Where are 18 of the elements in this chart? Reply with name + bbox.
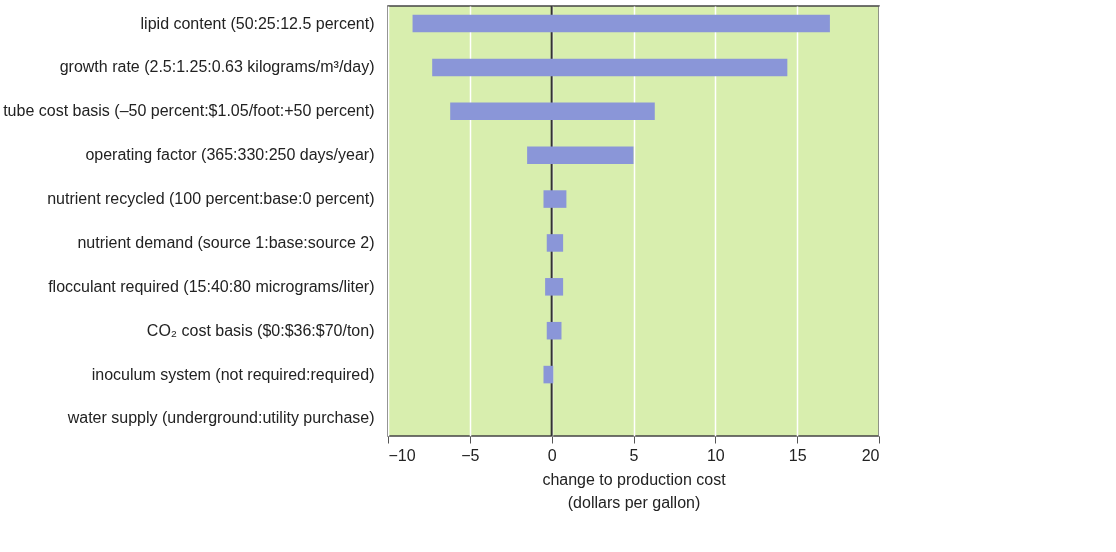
x-tick-label: −5 [461, 446, 480, 464]
y-tick-label: tube cost basis (–50 percent:$1.05/foot:+50 percent) [3, 102, 375, 120]
x-axis-title: change to production cost (dollars per gallon) [542, 470, 727, 511]
y-tick-label: lipid content (50:25:12.5 percent) [140, 14, 375, 32]
x-tick-label: 0 [547, 446, 557, 464]
x-tick-label: 15 [788, 446, 807, 464]
y-tick-label: flocculant required (15:40:80 micrograms/liter) [48, 277, 375, 295]
y-tick-label: inoculum system (not required:required) [91, 365, 375, 383]
x-tick-label: 5 [629, 446, 639, 464]
y-tick-label: water supply (underground:utility purchase) [66, 409, 375, 427]
y-tick-label: nutrient recycled (100 percent:base:0 percent) [47, 190, 375, 208]
y-tick-label: growth rate (2.5:1.25:0.63 kilograms/m³/day) [59, 58, 375, 76]
x-tick-label: 20 [861, 446, 880, 464]
y-tick-label: CO₂ cost basis ($0:$36:$70/ton) [146, 321, 375, 339]
y-tick-label: nutrient demand (source 1:base:source 2) [77, 233, 375, 251]
x-tick-label: −10 [388, 446, 416, 464]
x-tick-label: 10 [706, 446, 725, 464]
y-tick-label: operating factor (365:330:250 days/year) [85, 146, 375, 164]
